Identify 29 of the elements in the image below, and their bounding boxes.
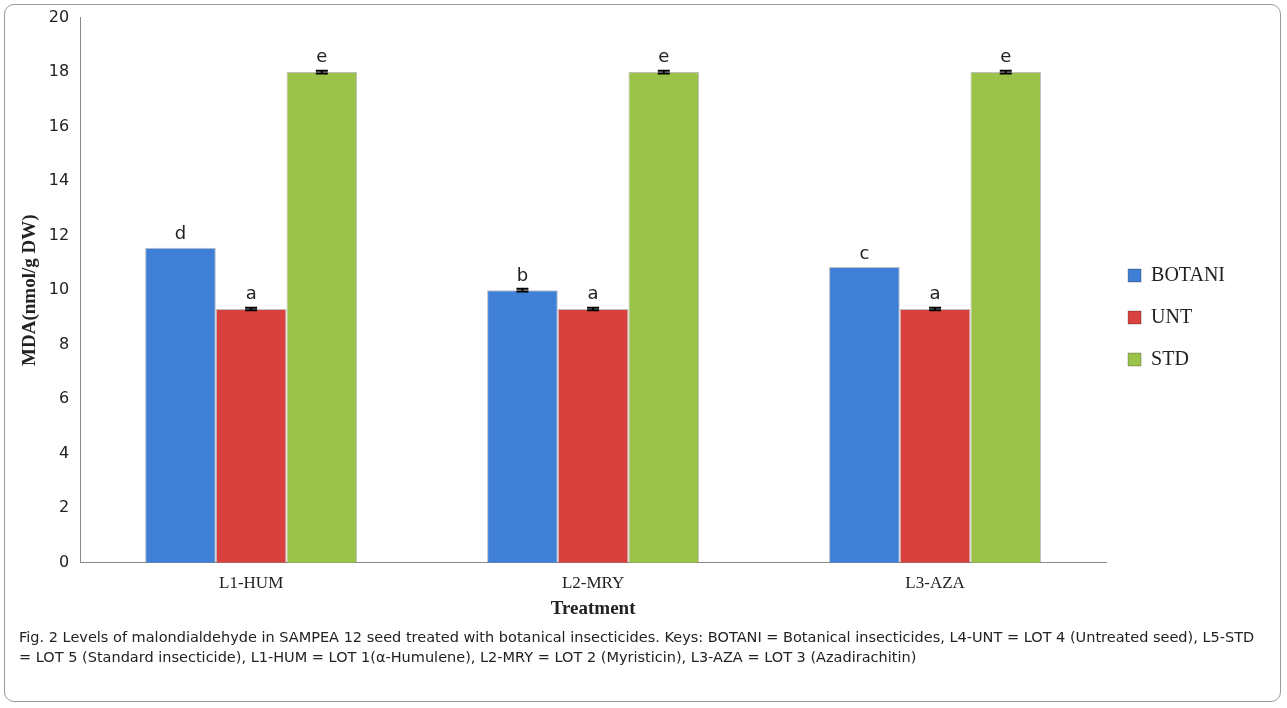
y-tick-label: 14	[48, 170, 70, 190]
data-label: c	[859, 241, 870, 263]
data-label: e	[1000, 45, 1012, 67]
x-tick-label: L2-MRY	[561, 573, 625, 593]
y-tick-label: 20	[48, 6, 70, 26]
y-tick-label: 2	[58, 497, 70, 517]
data-label: e	[316, 45, 328, 67]
data-label: d	[174, 222, 187, 244]
x-tick-label: L3-AZA	[905, 573, 966, 593]
data-label: a	[587, 282, 599, 304]
y-tick-label: 4	[58, 442, 70, 462]
caption: Fig. 2 Levels of malondialdehyde in SAMPEA 12 seed treated with botanical insecticides. Keys: BOTANI = Botanical insecticides, L4-UNT = LOT 4 (Untreated seed), L5-STD = LOT 5 (Standard insecticide), L1-HUM = LOT 1(α-Humulene), L2-MRY = LOT 2 (Myristicin), L3-AZA = LOT 3 (Azadirachitin)	[19, 628, 1256, 667]
y-tick-label: 12	[48, 224, 70, 244]
x-tick-label: L1-HUM	[219, 573, 284, 593]
data-label: a	[929, 282, 941, 304]
data-label: e	[658, 45, 670, 67]
y-tick-label: 16	[48, 115, 70, 135]
data-label: b	[516, 263, 529, 285]
y-tick-label: 6	[58, 388, 70, 408]
y-tick-label: 0	[58, 551, 70, 571]
legend-label: STD	[1151, 346, 1189, 369]
y-axis-title: MDA(nmol/g DW)	[18, 214, 41, 366]
y-tick-label: 18	[48, 61, 70, 81]
y-tick-label: 10	[48, 279, 70, 299]
x-axis-title: Treatment	[550, 596, 637, 618]
legend-label: UNT	[1151, 304, 1193, 327]
legend-label: BOTANI	[1151, 262, 1226, 285]
y-tick-label: 8	[58, 333, 70, 353]
data-label: a	[245, 282, 257, 304]
